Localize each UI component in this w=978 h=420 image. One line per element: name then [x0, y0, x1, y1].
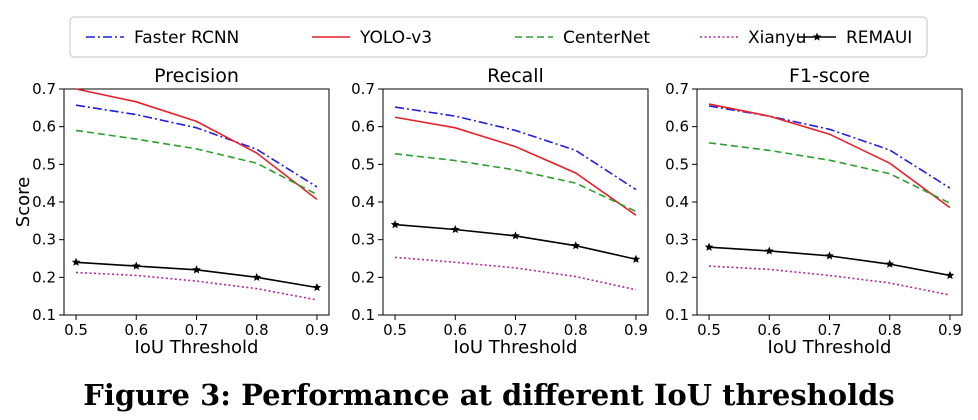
legend-item-yolo-v3: YOLO-v3 — [312, 28, 432, 48]
series-line-xianyu-f1-score — [709, 265, 951, 296]
series-line-yolo-v3-recall — [394, 116, 637, 216]
panel-recall: Recall 0.1 0.2 0.3 0.4 0.5 0.6 0.7 0.5 0.6 0.7 0.8 0… — [351, 65, 649, 358]
y-tick-label: 0.6 — [351, 118, 375, 136]
x-tick-label: 0.5 — [383, 321, 407, 339]
x-tick-label: 0.8 — [245, 321, 269, 339]
legend-item-faster-rcnn: Faster RCNN — [86, 28, 239, 48]
panel-title-f1-score: F1-score — [789, 65, 870, 87]
y-tick-label: 0.3 — [665, 231, 689, 249]
legend-item-xianyu: Xianyu — [700, 28, 806, 48]
figure-caption: Figure 3: Performance at different IoU t… — [83, 378, 894, 412]
legend-label-xianyu: Xianyu — [748, 28, 806, 48]
y-tick-label: 0.5 — [351, 155, 375, 173]
x-tick-label: 0.8 — [878, 321, 902, 339]
legend-item-centernet: CenterNet — [515, 28, 650, 48]
series-line-centernet-precision — [75, 129, 318, 196]
y-tick-label: 0.1 — [32, 306, 56, 324]
legend-frame — [69, 16, 928, 58]
data-point-remaui — [71, 257, 81, 266]
x-axis-label-precision: IoU Threshold — [135, 337, 259, 358]
x-tick-label: 0.6 — [757, 321, 781, 339]
y-tick-label: 0.3 — [32, 231, 56, 249]
y-tick-label: 0.7 — [32, 80, 56, 98]
y-tick-label: 0.4 — [665, 193, 689, 211]
y-tick-label: 0.2 — [32, 268, 56, 286]
y-tick-label: 0.4 — [351, 193, 375, 211]
y-tick-label: 0.1 — [351, 306, 375, 324]
data-point-remaui — [450, 225, 460, 234]
plot-frame-precision — [63, 88, 330, 316]
panel-precision: Precision 0.1 0.2 0.3 0.4 0.5 0.6 0.7 0.5 0.6 0.7 0… — [13, 65, 330, 358]
panel-title-recall: Recall — [487, 65, 544, 87]
x-axis-label-f1-score: IoU Threshold — [768, 337, 892, 358]
series-line-remaui-recall — [394, 223, 637, 261]
data-point-remaui — [312, 283, 322, 292]
data-point-remaui — [192, 265, 201, 274]
data-point-remaui — [704, 242, 714, 251]
y-tick-label: 0.6 — [32, 118, 56, 136]
data-point-remaui — [825, 251, 834, 260]
x-tick-label: 0.5 — [64, 321, 88, 339]
y-tick-label: 0.5 — [665, 155, 689, 173]
y-tick-label: 0.7 — [351, 80, 375, 98]
y-tick-label: 0.2 — [665, 268, 689, 286]
data-point-remaui — [631, 254, 641, 263]
data-point-remaui — [945, 270, 955, 280]
panel-title-precision: Precision — [154, 65, 239, 87]
data-point-remaui — [511, 231, 520, 240]
x-tick-label: 0.6 — [443, 321, 467, 339]
x-tick-label: 0.7 — [818, 321, 842, 339]
data-point-remaui — [252, 272, 262, 281]
legend-label-remaui: REMAUI — [846, 28, 912, 48]
legend-item-remaui: REMAUI — [798, 28, 912, 48]
series-line-yolo-v3-precision — [75, 88, 318, 200]
data-point-remaui — [131, 261, 141, 270]
y-tick-label: 0.7 — [665, 80, 689, 98]
panel-f1-score: F1-score 0.1 0.2 0.3 0.4 0.5 0.6 0.7 0.5 0.6 0.7 0.… — [665, 65, 963, 358]
series-line-yolo-v3-f1-score — [708, 103, 951, 209]
x-tick-label: 0.6 — [124, 321, 148, 339]
y-tick-label: 0.5 — [32, 155, 56, 173]
x-tick-label: 0.9 — [624, 321, 648, 339]
y-axis-label-precision: Score — [13, 177, 34, 227]
x-tick-label: 0.5 — [697, 321, 721, 339]
data-point-remaui — [764, 246, 774, 255]
y-tick-label: 0.4 — [32, 193, 56, 211]
data-point-remaui — [390, 220, 400, 229]
series-line-xianyu-precision — [76, 271, 318, 301]
y-tick-label: 0.1 — [665, 306, 689, 324]
series-line-centernet-recall — [394, 152, 637, 213]
data-point-remaui — [571, 241, 581, 250]
plot-frame-f1-score — [696, 88, 963, 316]
y-tick-label: 0.2 — [351, 268, 375, 286]
x-tick-label: 0.9 — [938, 321, 962, 339]
data-point-remaui — [885, 259, 895, 268]
legend: Faster RCNN YOLO-v3 CenterNet Xianyu REMAUI — [69, 16, 928, 58]
legend-label-yolo-v3: YOLO-v3 — [359, 28, 432, 48]
x-tick-label: 0.7 — [185, 321, 209, 339]
x-tick-label: 0.8 — [564, 321, 588, 339]
x-tick-label: 0.7 — [504, 321, 528, 339]
legend-label-faster-rcnn: Faster RCNN — [134, 28, 239, 48]
legend-marker-remaui — [812, 32, 822, 41]
y-tick-label: 0.3 — [351, 231, 375, 249]
series-line-xianyu-recall — [394, 256, 637, 291]
x-tick-label: 0.9 — [305, 321, 329, 339]
y-tick-label: 0.6 — [665, 118, 689, 136]
x-axis-label-recall: IoU Threshold — [454, 337, 578, 358]
legend-label-centernet: CenterNet — [563, 28, 650, 48]
series-line-faster-rcnn-precision — [75, 104, 318, 188]
series-line-centernet-f1-score — [708, 142, 951, 204]
series-line-faster-rcnn-recall — [394, 106, 637, 191]
